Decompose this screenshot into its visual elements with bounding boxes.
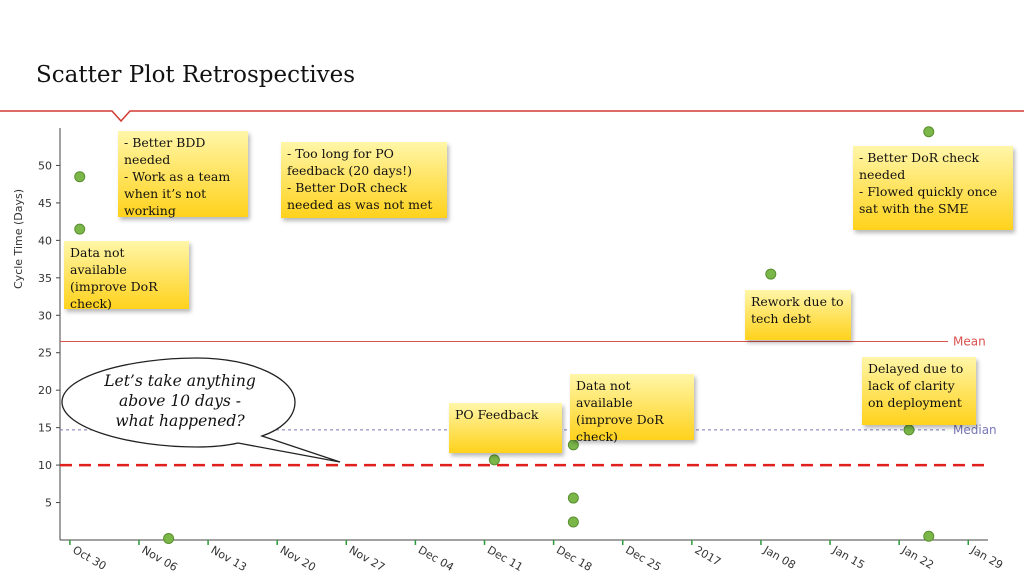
- data-point: [488, 454, 500, 466]
- x-tick-label: Nov 06: [139, 543, 179, 574]
- reference-line-label: Mean: [953, 334, 986, 348]
- x-tick-label: Jan 15: [830, 543, 867, 572]
- y-tick-label: 10: [38, 459, 52, 472]
- callout-text: Let’s take anything above 10 days - what…: [104, 372, 256, 431]
- x-tick-label: Dec 04: [416, 543, 456, 574]
- data-point: [765, 268, 777, 280]
- note-delayed: Delayed due to lack of clarity on deploy…: [862, 357, 976, 425]
- note-data-na-1: Data not available (improve DoR check): [64, 241, 189, 311]
- y-tick-label: 30: [38, 309, 52, 322]
- x-tick-label: Nov 27: [347, 543, 387, 574]
- x-tick-label: Dec 18: [554, 543, 594, 574]
- x-tick-label: Dec 11: [485, 543, 525, 574]
- header-rule: [0, 110, 1024, 123]
- x-tick-label: Jan 08: [761, 543, 798, 572]
- data-points: [74, 126, 935, 545]
- x-tick-label: Dec 25: [623, 543, 663, 574]
- y-tick-label: 50: [38, 159, 52, 172]
- data-point: [74, 223, 86, 235]
- data-point: [567, 516, 579, 528]
- y-tick-label: 25: [38, 347, 52, 360]
- data-point: [923, 126, 935, 138]
- x-tick-label: Nov 20: [278, 543, 318, 574]
- y-tick-label: 5: [45, 497, 52, 510]
- y-tick-label: 45: [38, 197, 52, 210]
- x-tick-label: 2017: [692, 543, 723, 568]
- data-point: [903, 424, 915, 436]
- note-rework: Rework due to tech debt: [745, 290, 851, 340]
- y-tick-label: 35: [38, 272, 52, 285]
- data-point: [74, 171, 86, 183]
- note-dor-sme: - Better DoR check needed - Flowed quick…: [853, 146, 1013, 230]
- note-po-feedback-long: - Too long for PO feedback (20 days!) - …: [281, 142, 447, 218]
- y-axis-label: Cycle Time (Days): [12, 189, 25, 289]
- data-point: [923, 530, 935, 542]
- x-tick-label: Nov 13: [209, 543, 249, 574]
- note-data-na-2: Data not available (improve DoR check): [570, 374, 694, 444]
- slide-title: Scatter Plot Retrospectives: [36, 62, 356, 88]
- y-tick-label: 20: [38, 384, 52, 397]
- x-tick-label: Jan 29: [968, 543, 1005, 572]
- y-tick-label: 40: [38, 234, 52, 247]
- x-tick-label: Jan 22: [899, 543, 936, 572]
- y-tick-label: 15: [38, 422, 52, 435]
- note-bdd: - Better BDD needed - Work as a team whe…: [118, 131, 248, 218]
- reference-line-label: Median: [953, 423, 997, 437]
- speech-bubble: [61, 357, 341, 463]
- x-tick-label: Oct 30: [70, 543, 108, 573]
- data-point: [163, 533, 175, 545]
- data-point: [567, 492, 579, 504]
- note-po-feedback: PO Feedback: [449, 403, 562, 453]
